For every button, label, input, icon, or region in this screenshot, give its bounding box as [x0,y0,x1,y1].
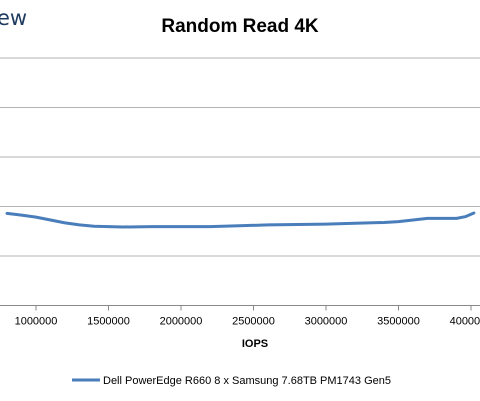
legend-label: Dell PowerEdge R660 8 x Samsung 7.68TB P… [103,375,391,387]
gridlines [0,57,480,257]
legend: Dell PowerEdge R660 8 x Samsung 7.68TB P… [72,375,391,387]
x-tick-label: 1000000 [15,316,58,328]
logo-fragment: ew [0,6,27,30]
x-axis-title: IOPS [242,338,268,350]
x-tick-label: 3500000 [377,316,420,328]
x-tick-label: 2000000 [160,316,203,328]
series-line [5,211,476,229]
x-tick-label: 1500000 [87,316,130,328]
x-tick-label: 4000000 [450,316,480,328]
x-axis [0,305,480,311]
chart-title: Random Read 4K [161,16,319,37]
x-tick-label: 3000000 [305,316,348,328]
x-tick-label: 2500000 [232,316,275,328]
x-tick-labels: 1000000 1500000 2000000 2500000 3000000 35000… [15,316,480,328]
series-layer [5,211,476,229]
